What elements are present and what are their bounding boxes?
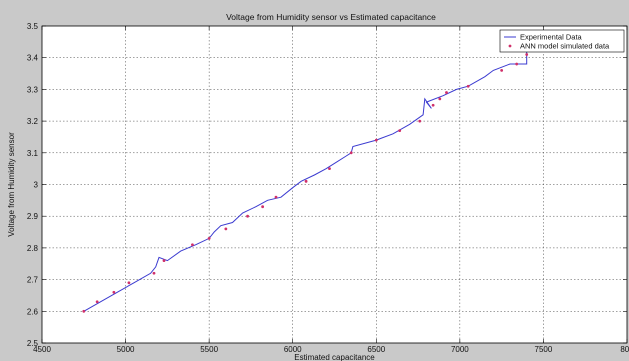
y-tick-label: 2.9: [27, 212, 39, 221]
data-point-ann: [445, 91, 448, 94]
legend-box: [499, 29, 625, 53]
legend-label-ann: ANN model simulated data: [520, 42, 610, 51]
y-tick-label: 2.5: [27, 339, 39, 348]
x-tick-label: 6000: [284, 345, 302, 354]
chart-title: Voltage from Humidity sensor vs Estimate…: [226, 12, 436, 22]
y-axis-title: Voltage from Humidity sensor: [7, 132, 16, 237]
data-point-ann: [438, 97, 442, 101]
x-tick-label: 5000: [117, 345, 135, 354]
data-point-ann: [261, 205, 265, 209]
axis-ticks: 4500 5000 5500 6000 6500 7000 7500 800 2.5 2.6 2.7…: [27, 22, 629, 354]
data-point-ann: [224, 227, 228, 231]
x-tick-label: 7000: [451, 345, 469, 354]
data-point-ann: [191, 243, 194, 247]
x-tick-label: 7500: [535, 345, 553, 354]
data-point-ann: [466, 84, 470, 88]
data-series: [82, 51, 529, 313]
y-tick-label: 2.8: [27, 244, 39, 253]
y-tick-label: 3.4: [27, 54, 39, 63]
grid-lines: [42, 26, 627, 343]
data-point-ann: [95, 300, 99, 304]
y-tick-label: 3.2: [27, 117, 39, 126]
y-tick-label: 3.3: [27, 85, 39, 94]
data-point-ann: [431, 103, 435, 107]
data-point-ann: [525, 53, 529, 56]
x-tick-label: 4500: [33, 345, 51, 354]
data-point-ann: [246, 214, 249, 218]
data-point-ann: [127, 281, 131, 285]
data-point-ann: [374, 138, 378, 142]
data-point-ann: [515, 62, 519, 66]
legend-marker-sample: [508, 44, 512, 48]
data-point-ann: [418, 119, 422, 123]
y-tick-label: 3.5: [27, 22, 39, 31]
data-point-ann: [162, 259, 166, 262]
x-tick-label: 5500: [200, 345, 218, 354]
data-point-ann: [112, 290, 116, 294]
data-point-ann: [304, 179, 308, 183]
data-point-ann: [152, 271, 156, 275]
y-tick-label: 2.6: [27, 307, 39, 316]
data-point-ann: [207, 236, 211, 240]
x-tick-label: 800: [620, 345, 629, 354]
data-point-ann: [398, 129, 402, 133]
data-point-ann: [349, 151, 353, 155]
data-point-ann: [82, 309, 86, 313]
x-axis-title: Estimated capacitance: [294, 353, 375, 361]
data-point-ann: [500, 68, 504, 72]
data-point-ann: [274, 195, 278, 199]
y-tick-label: 3.1: [27, 149, 39, 158]
legend: Experimental Data ANN model simulated da…: [499, 29, 625, 53]
x-tick-label: 6500: [367, 345, 385, 354]
y-tick-label: 2.7: [27, 276, 39, 285]
data-point-ann: [328, 167, 331, 171]
y-tick-label: 3: [34, 181, 39, 190]
legend-label-experimental: Experimental Data: [520, 33, 583, 42]
